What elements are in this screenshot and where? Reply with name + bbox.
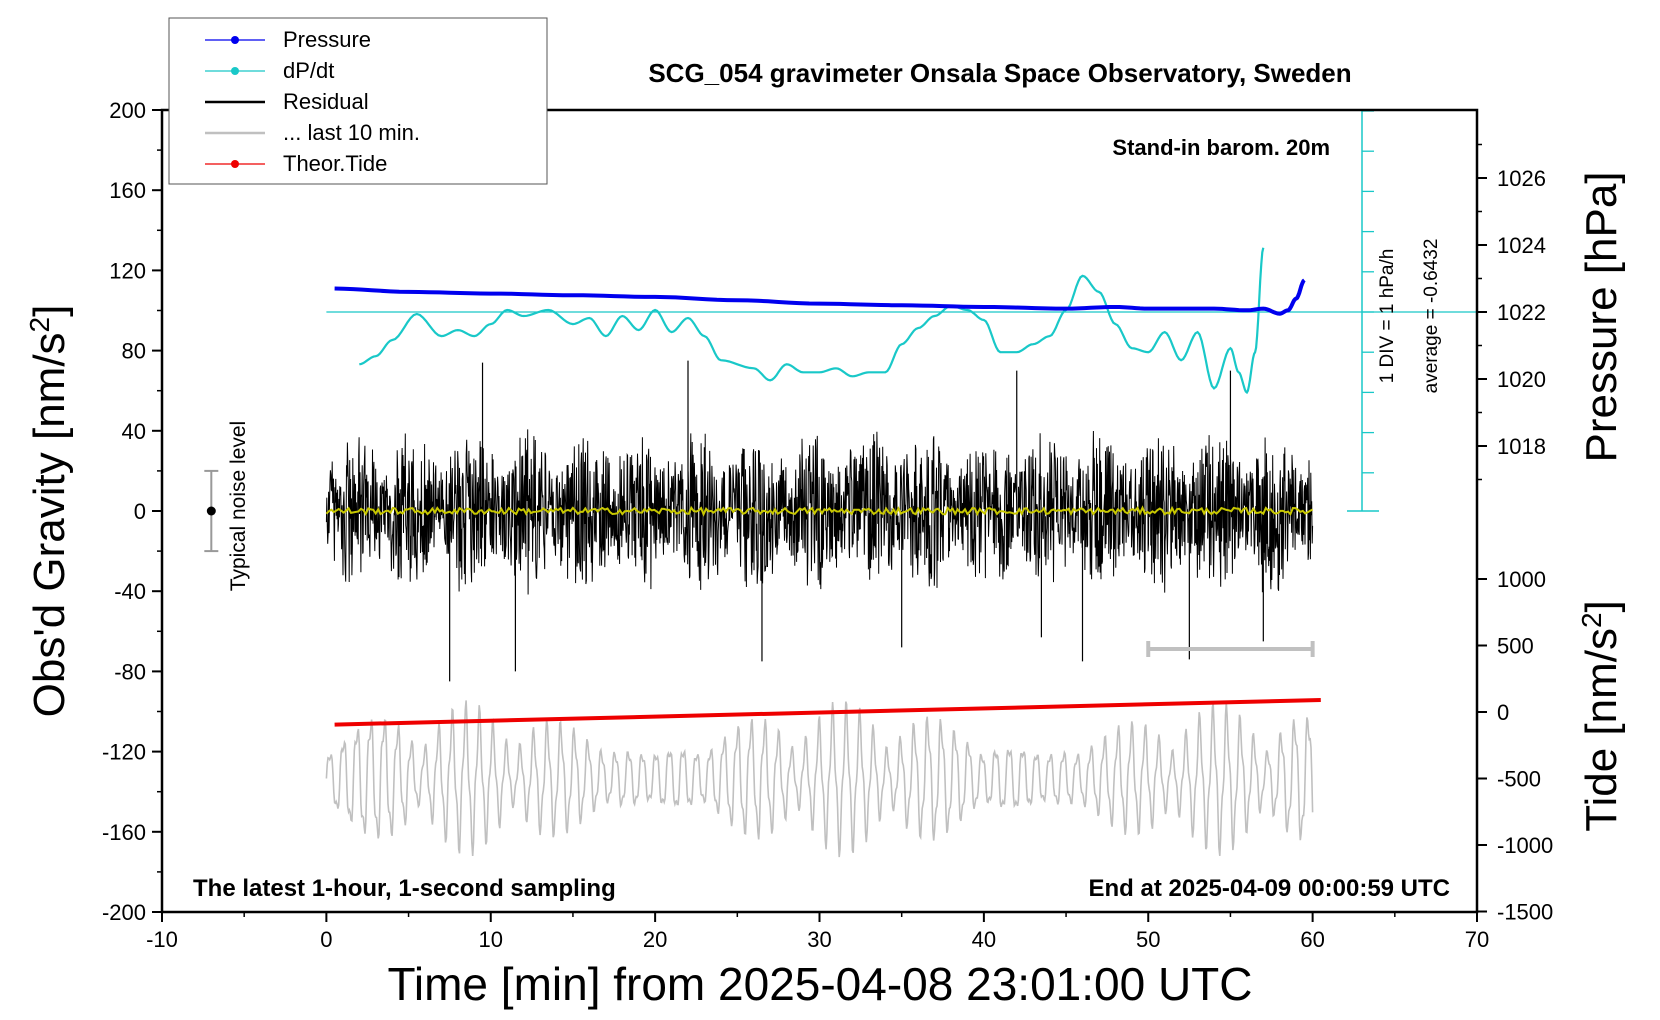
tide-tick-label: 500	[1497, 634, 1534, 659]
legend-label: ... last 10 min.	[283, 120, 420, 145]
pressure-tick-label: 1024	[1497, 233, 1546, 258]
tide-line	[334, 698, 1321, 727]
residual-series	[325, 360, 1314, 682]
y-tick-label: -40	[114, 579, 146, 604]
y-tick-label: 0	[134, 499, 146, 524]
x-tick-label: 70	[1465, 927, 1489, 952]
noise-level-label: Typical noise level	[227, 421, 250, 591]
x-tick-label: -10	[146, 927, 178, 952]
y-tick-label: -120	[102, 740, 146, 765]
x-tick-label: 0	[320, 927, 332, 952]
y-tick-label: 80	[122, 339, 146, 364]
legend-swatch-dot	[231, 67, 239, 75]
tide-tick-label: -1500	[1497, 900, 1553, 925]
pressure-axis-label: Pressure [hPa]	[1577, 171, 1626, 462]
pressure-axis-ticks: 1026 1024 1022 1020 1018	[1477, 143, 1546, 481]
chart-title: SCG_054 gravimeter Onsala Space Observat…	[648, 58, 1351, 88]
dpdt-line	[359, 247, 1265, 395]
pressure-tick-label: 1018	[1497, 434, 1546, 459]
x-tick-label: 60	[1300, 927, 1324, 952]
tide-tick-label: 0	[1497, 700, 1509, 725]
last-10-min-line	[325, 700, 1314, 858]
tide-axis-label: Tide [nm/s2]	[1576, 600, 1627, 832]
left-y-axis-label: Obs'd Gravity [nm/s2]	[24, 305, 75, 718]
div-label: 1 DIV = 1 hPa/h	[1377, 249, 1398, 384]
x-tick-label: 50	[1136, 927, 1160, 952]
pressure-tick-label: 1020	[1497, 367, 1546, 392]
y-tick-label: 160	[109, 178, 146, 203]
y-tick-label: 200	[109, 98, 146, 123]
legend: Pressure dP/dt Residual ... last 10 min. The…	[168, 17, 548, 185]
pressure-tick-label: 1026	[1497, 166, 1546, 191]
theoretical-tide-series	[334, 698, 1321, 727]
y-tick-label: -80	[114, 659, 146, 684]
tide-tick-label: -500	[1497, 767, 1541, 792]
residual-line	[325, 429, 1314, 595]
legend-label: Residual	[283, 89, 369, 114]
legend-label: dP/dt	[283, 58, 334, 83]
x-tick-label: 30	[807, 927, 831, 952]
y-tick-label: 120	[109, 258, 146, 283]
x-tick-label: 10	[479, 927, 503, 952]
legend-swatch-dot	[231, 36, 239, 44]
y-tick-label: -200	[102, 900, 146, 925]
noise-bar-center	[206, 506, 216, 516]
sampling-note: The latest 1-hour, 1-second sampling	[193, 875, 616, 902]
x-axis-label: Time [min] from 2025-04-08 23:01:00 UTC	[388, 958, 1253, 1010]
tide-axis-ticks: 1000 500 0 -500 -1000 -1500	[1477, 567, 1553, 925]
legend-label: Pressure	[283, 27, 371, 52]
x-tick-label: 40	[972, 927, 996, 952]
pressure-tick-label: 1022	[1497, 300, 1546, 325]
end-time-note: End at 2025-04-09 00:00:59 UTC	[1089, 875, 1451, 902]
dpdt-series	[359, 247, 1265, 395]
average-label: average = -0.6432	[1421, 239, 1442, 394]
tide-tick-label: 1000	[1497, 567, 1546, 592]
mean-series	[325, 505, 1314, 517]
mean-line	[325, 505, 1314, 517]
last-10-min-series	[325, 700, 1314, 858]
left-y-axis-ticks: 200 160 120 80 40 0 -40 -80 -120 -160 -200	[102, 98, 162, 925]
typical-noise-level-bar	[204, 469, 219, 553]
y-tick-label: -160	[102, 820, 146, 845]
tide-tick-label: -1000	[1497, 833, 1553, 858]
x-tick-label: 20	[643, 927, 667, 952]
pressure-line	[334, 278, 1306, 316]
x-axis-ticks: -10 0 10 20 30 40 50 60 70	[146, 912, 1489, 952]
barometer-note: Stand-in barom. 20m	[1112, 135, 1330, 160]
legend-label: Theor.Tide	[283, 151, 387, 176]
y-tick-label: 40	[122, 419, 146, 444]
legend-swatch-dot	[231, 160, 239, 168]
pressure-series	[334, 278, 1306, 316]
last-10-min-span-bar	[1146, 641, 1315, 657]
